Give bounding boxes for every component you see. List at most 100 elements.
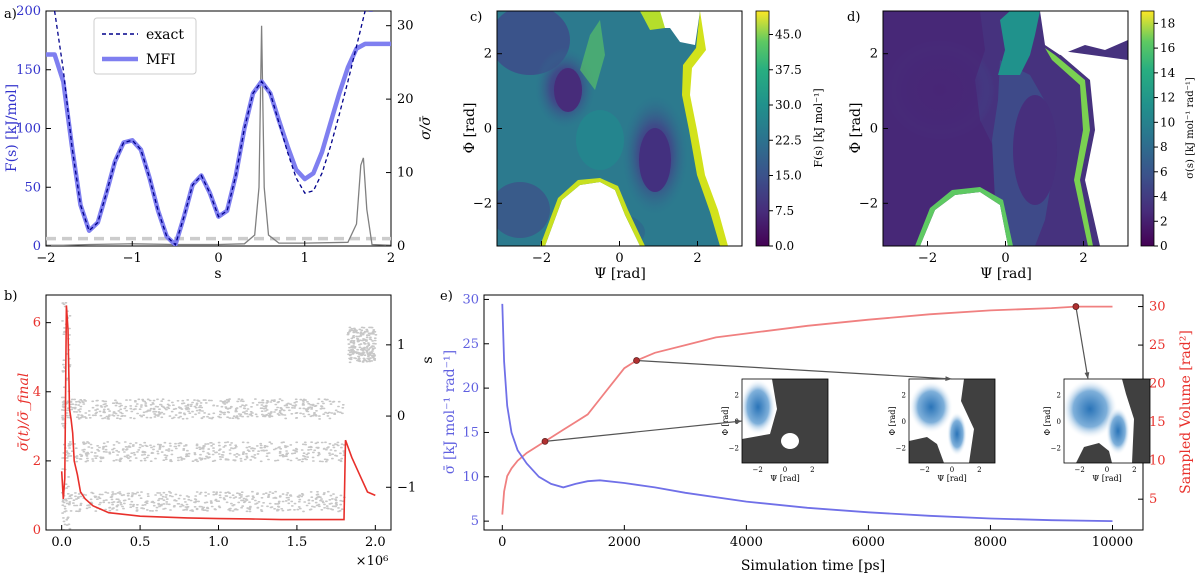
panel-a-xlabel: s xyxy=(214,266,221,282)
panel-a-legend: exact MFI xyxy=(93,17,197,75)
inset-ytick-label: −2 xyxy=(1051,445,1061,453)
panel-b-xtick-label: 1.0 xyxy=(208,535,229,550)
panel-a-sigma-ratio-line xyxy=(46,25,391,246)
colorbar-tick-label: 45.0 xyxy=(775,28,802,42)
marked-point xyxy=(541,437,549,445)
heatmap-ytick-label: 0 xyxy=(870,122,878,137)
panel-e-ytick-right-label: 15 xyxy=(1149,415,1166,430)
panel-e-ylabel-right: Sampled Volume [rad²] xyxy=(1178,330,1194,494)
inset-3: −2 0 2 2 0 −2 Ψ [rad] Φ [rad] xyxy=(1043,378,1151,483)
panel-e-left-axis-letter: s xyxy=(420,356,436,363)
heatmap-ytick-label: 2 xyxy=(870,47,878,62)
panel-a-ytick-right-label: 0 xyxy=(397,239,405,254)
inset-frame xyxy=(1063,378,1151,464)
panel-d-colorbar-ticks: 18 16 14 12 10 8 6 4 2 0 xyxy=(1154,16,1176,253)
panel-c-colorbar xyxy=(755,10,770,247)
panel-c: c) −2 0 2 2 0 −2 45.0 37.5 30.0 22.5 15.0 7.5 0.0 Φ… xyxy=(462,10,825,282)
panel-e-volume-line xyxy=(501,305,1113,515)
heatmap-xtick-label: 2 xyxy=(693,251,701,266)
panel-e-insets: −2 0 2 2 0 −2 Ψ [rad] Φ [rad] −2 0 2 2 0 −2 Ψ [rad] Φ [… xyxy=(541,303,1151,483)
inset-sampled xyxy=(1062,379,1118,439)
panel-a-ytick-right-label: 30 xyxy=(397,19,414,34)
panel-b-ytick-label: 4 xyxy=(33,385,41,400)
heatmap-xtick-label: −2 xyxy=(918,251,937,266)
panel-d-label: d) xyxy=(847,10,860,25)
inset-ytick-label: 2 xyxy=(735,391,739,399)
panel-e-ytick-right-label: 10 xyxy=(1149,454,1166,469)
inset-xtick-label: −2 xyxy=(1074,466,1084,474)
panel-c-colorbar-ticks: 45.0 37.5 30.0 22.5 15.0 7.5 0.0 xyxy=(769,28,802,253)
inset-ytick-label: 2 xyxy=(1057,391,1061,399)
inset-xtick-label: −2 xyxy=(919,466,929,474)
heatmap-xtick-label: −2 xyxy=(532,251,551,266)
inset-ytick-label: 0 xyxy=(1057,418,1061,426)
panel-d-ylabel: Φ [rad] xyxy=(848,103,864,154)
panel-b: b) 0.0 0.5 1.0 1.5 2.0 0 2 4 6 −1 0 1 σ̄(t)/σ̄_fina… xyxy=(4,289,416,569)
inset-unexplored-2 xyxy=(909,437,944,463)
panel-b-label: b) xyxy=(4,289,17,304)
panel-e-plot-area xyxy=(501,303,1113,522)
panel-d-axes: −2 0 2 2 0 −2 xyxy=(859,47,1088,266)
heatmap-xtick-label: 0 xyxy=(615,251,623,266)
panel-b-ytick-label: 0 xyxy=(33,523,41,538)
panel-e-axes: 0 2000 4000 6000 8000 10000510152025305101520… xyxy=(462,292,1165,550)
inset-xtick-label: 0 xyxy=(1105,466,1109,474)
colorbar-tick-label: 22.5 xyxy=(775,133,802,147)
panel-c-axes: −2 0 2 2 0 −2 xyxy=(473,47,702,266)
inset-2: −2 0 2 2 0 −2 Ψ [rad] Φ [rad] xyxy=(888,378,996,483)
panel-b-ylabel-left: σ̄(t)/σ̄_final xyxy=(16,373,32,452)
heatmap-ytick-label: −2 xyxy=(859,196,878,211)
colorbar-tick-label: 0 xyxy=(1160,239,1168,253)
panel-a-xtick-label: 1 xyxy=(301,251,309,266)
panel-b-xtick-label: 0.0 xyxy=(51,535,72,550)
inset-xlabel: Ψ [rad] xyxy=(937,474,967,483)
colorbar-tick-label: 15.0 xyxy=(775,169,802,183)
colorbar-tick-label: 4 xyxy=(1160,190,1168,204)
panel-c-label: c) xyxy=(470,10,482,25)
colorbar-tick-label: 6 xyxy=(1160,165,1168,179)
inset-ytick-label: 2 xyxy=(902,391,906,399)
panel-c-ylabel: Φ [rad] xyxy=(462,103,478,154)
inset-xtick-label: −2 xyxy=(752,466,762,474)
panel-a-ylabel-right: σ/σ̄ xyxy=(418,116,434,140)
panel-e-ytick-label: 20 xyxy=(462,381,479,396)
panel-b-xtick-label: 0.5 xyxy=(130,535,151,550)
arrow-line xyxy=(544,420,743,442)
colorbar-tick-label: 2 xyxy=(1160,214,1168,228)
inset-sampled-white xyxy=(781,433,799,449)
panel-a-xtick-label: −2 xyxy=(36,251,55,266)
arrow-line xyxy=(636,359,953,380)
arrow-head xyxy=(945,376,952,382)
panel-e-ytick-right-label: 30 xyxy=(1149,300,1166,315)
colorbar-tick-label: 18 xyxy=(1160,16,1175,30)
panel-b-xtick-label: 2.0 xyxy=(365,535,386,550)
panel-e-xtick-label: 6000 xyxy=(852,535,885,550)
arrow-head xyxy=(735,419,742,425)
inset-xtick-label: 2 xyxy=(810,466,814,474)
inset-unexplored xyxy=(742,379,828,463)
panel-d: d) −2 0 2 2 0 −2 18 16 14 12 10 8 6 4 2 0 Φ [rad] Ψ [r… xyxy=(847,10,1196,282)
inset-unexplored xyxy=(961,379,995,463)
arrow-head xyxy=(1084,372,1090,379)
heatmap-ytick-label: −2 xyxy=(473,196,492,211)
panel-b-ytick-right-label: −1 xyxy=(397,480,416,495)
colorbar-tick-label: 7.5 xyxy=(775,204,794,218)
colorbar-tick-label: 14 xyxy=(1160,66,1176,80)
panel-a-xtick-label: 2 xyxy=(387,251,395,266)
inset-xtick-label: 2 xyxy=(977,466,981,474)
panel-a-exact-line xyxy=(53,11,374,246)
inset-ylabel: Φ [rad] xyxy=(888,406,897,435)
panel-b-ratio-line xyxy=(60,305,376,521)
panel-b-axes: 0.0 0.5 1.0 1.5 2.0 0 2 4 6 −1 0 1 xyxy=(33,316,416,550)
panel-a-label: a) xyxy=(4,7,17,22)
panel-e-ytick-label: 5 xyxy=(471,514,479,529)
inset-ytick-label: 0 xyxy=(902,418,906,426)
panel-a-xtick-label: −1 xyxy=(123,251,142,266)
panel-a-ytick-right-label: 20 xyxy=(397,92,414,107)
panel-a-ytick-label: 200 xyxy=(16,4,41,19)
legend-mfi-label: MFI xyxy=(146,52,176,68)
panel-d-heatmap xyxy=(883,11,1128,246)
panel-b-scatter xyxy=(60,302,378,530)
